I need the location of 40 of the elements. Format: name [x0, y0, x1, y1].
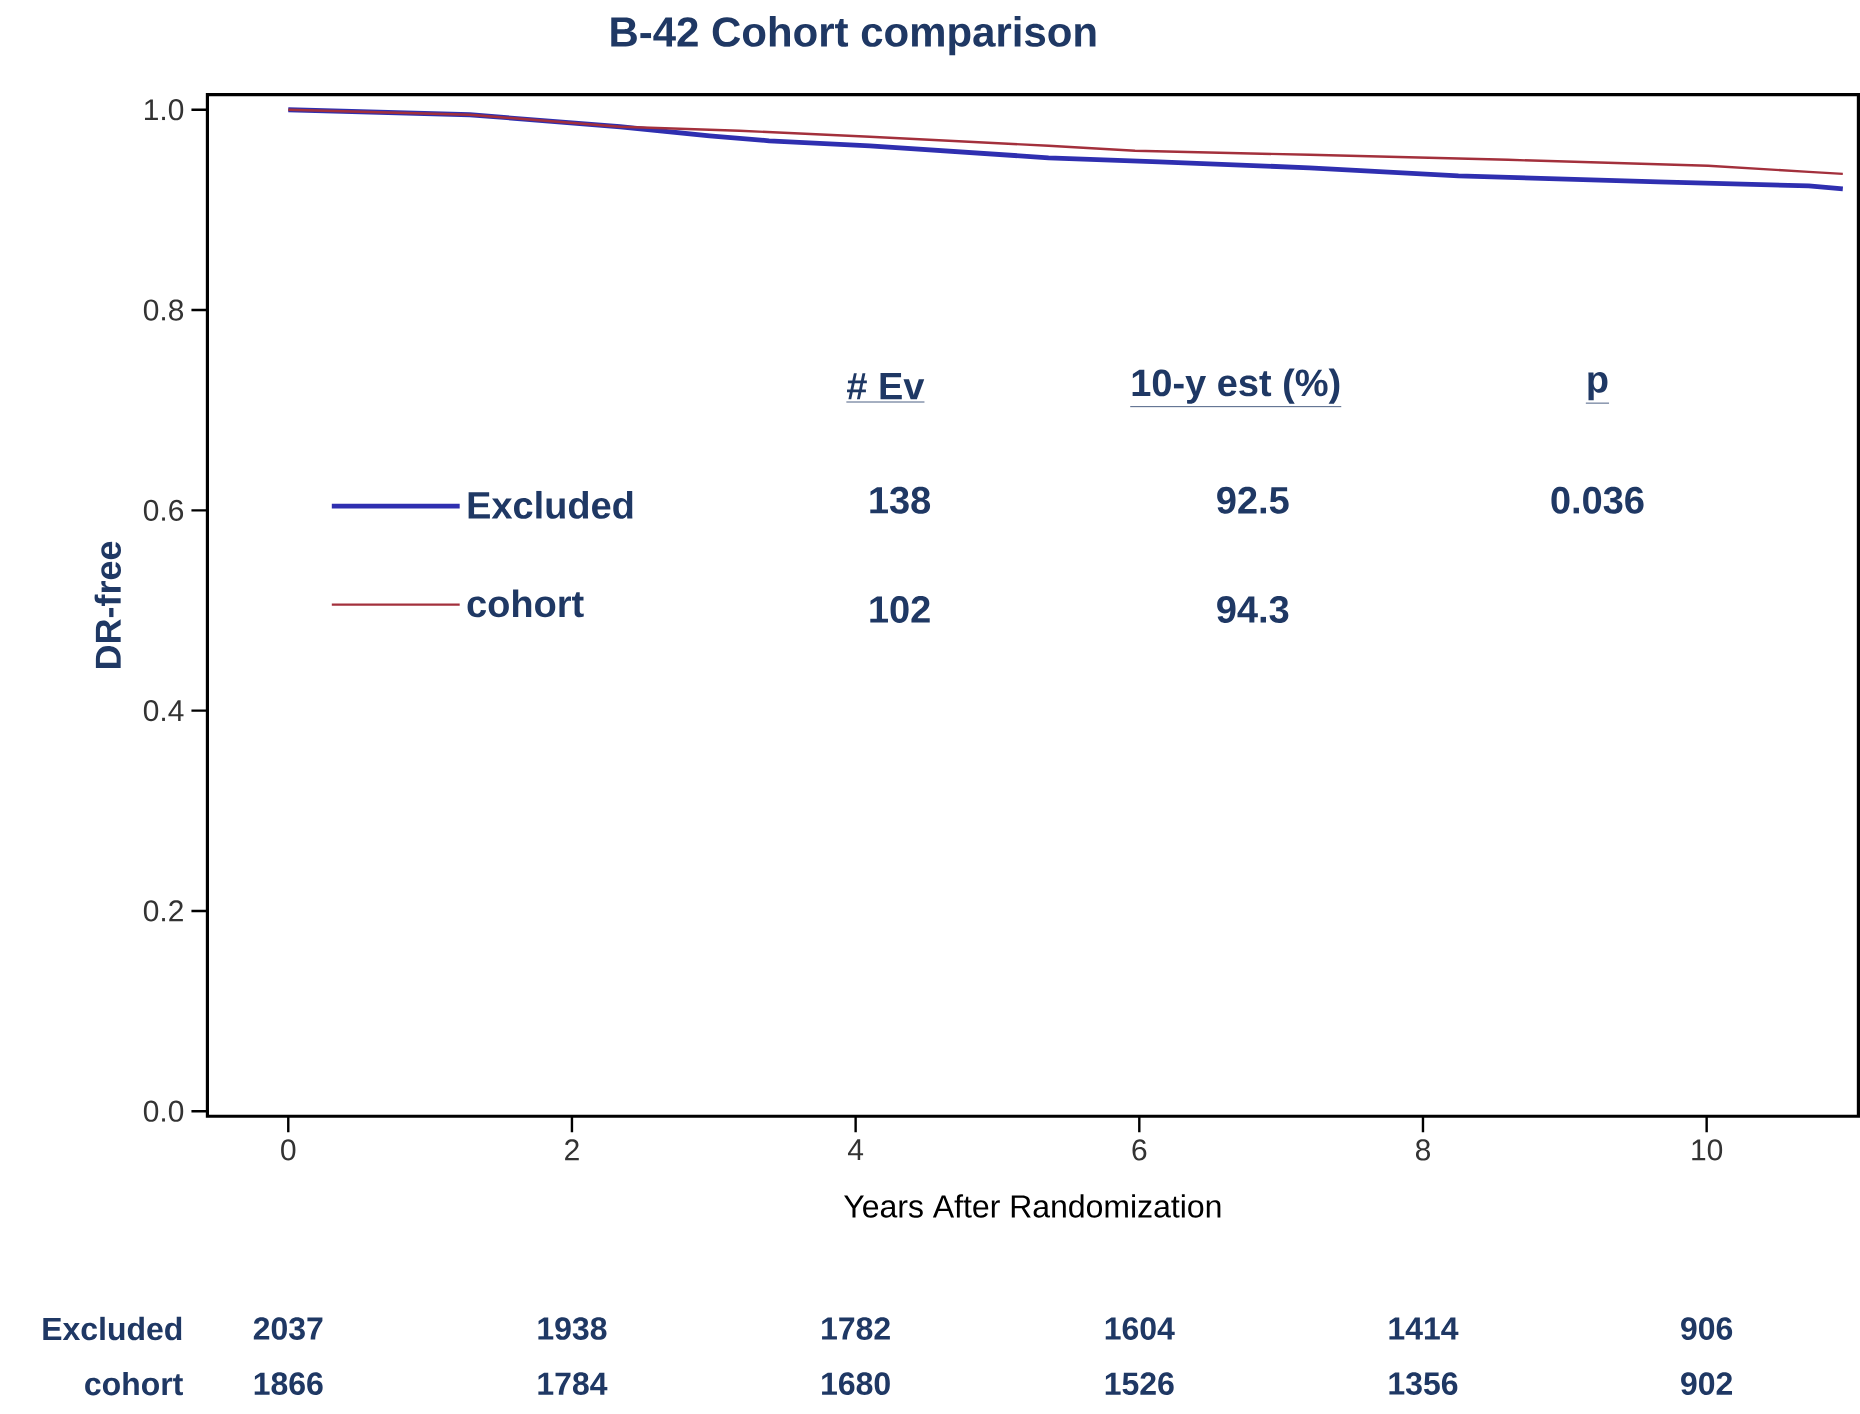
x-tick-label: 2: [565, 1139, 579, 1161]
line-series: [287, 108, 1845, 176]
text: 1782: [822, 1317, 890, 1340]
x-tick-label: 0: [281, 1139, 296, 1161]
annotation: 0.036: [1551, 486, 1644, 514]
text: 1526: [1105, 1372, 1174, 1396]
x-axis-title: Years After Randomization: [844, 1194, 1221, 1218]
legend-label: cohort: [467, 589, 584, 618]
legend-label: Excluded: [468, 491, 633, 519]
text: 1604: [1105, 1317, 1175, 1340]
x-tick-label: 8: [1415, 1139, 1430, 1161]
y-tick-label: 0.6: [143, 499, 184, 522]
x-tick-label: 4: [847, 1139, 864, 1161]
annotation: 102: [870, 596, 930, 624]
y-axis-title: DR-free: [94, 541, 121, 669]
text: 2037: [253, 1317, 323, 1340]
y-tick-label: 0.2: [143, 900, 183, 922]
annotation: 138: [870, 486, 931, 514]
annotation: p: [1588, 372, 1608, 401]
text: Excluded: [43, 1316, 182, 1341]
text: 1784: [538, 1372, 608, 1396]
y-tick-label: 0.8: [143, 299, 184, 321]
annotation: 94.3: [1217, 596, 1289, 624]
text: 1938: [538, 1317, 607, 1340]
chart-title: B-42 Cohort comparison: [611, 16, 1096, 56]
x-tick-label: 6: [1132, 1139, 1147, 1161]
text: 906: [1681, 1317, 1733, 1340]
text: 1680: [822, 1372, 890, 1396]
y-tick-label: 0.4: [143, 700, 184, 722]
x-tick-label: 10: [1692, 1139, 1723, 1161]
annotation: 92.5: [1217, 486, 1289, 514]
y-tick-label: 1.0: [145, 99, 184, 121]
text: 1866: [254, 1372, 323, 1396]
annotation: # Ev: [847, 373, 925, 400]
annotation: 10-y est (%): [1132, 368, 1340, 404]
y-tick-label: 0.0: [143, 1100, 184, 1122]
text: cohort: [85, 1372, 183, 1396]
text: 1414: [1389, 1317, 1459, 1340]
text: 902: [1681, 1372, 1733, 1396]
text: 1356: [1389, 1372, 1458, 1396]
